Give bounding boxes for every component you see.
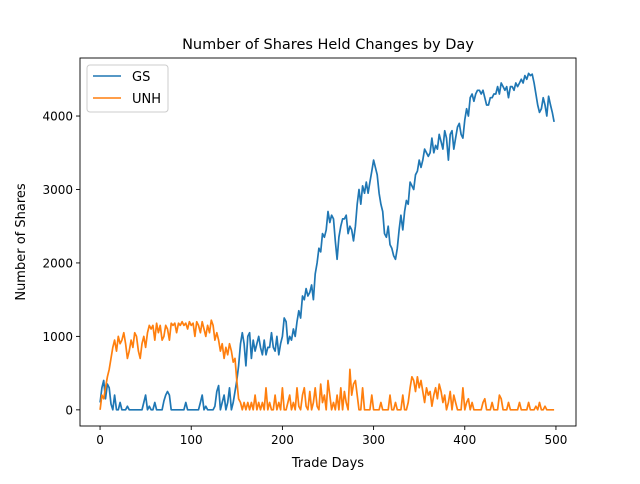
y-tick-label: 0 <box>65 403 73 417</box>
series-line-unh <box>99 319 555 411</box>
x-tick-label: 0 <box>96 433 104 447</box>
y-tick-label: 2000 <box>42 256 73 270</box>
legend-label-unh: UNH <box>132 92 161 107</box>
x-tick-label: 500 <box>544 433 567 447</box>
legend: GS UNH <box>86 64 169 113</box>
x-axis: 0 100 200 300 400 500 <box>96 426 567 447</box>
x-axis-label: Trade Days <box>291 456 364 471</box>
legend-label-gs: GS <box>132 70 150 85</box>
series-line-gs <box>99 72 555 411</box>
y-axis: 0 1000 2000 3000 4000 <box>42 110 80 417</box>
x-tick-label: 100 <box>180 433 203 447</box>
y-tick-label: 4000 <box>42 110 73 124</box>
y-tick-label: 1000 <box>42 330 73 344</box>
x-tick-label: 400 <box>453 433 476 447</box>
y-axis-label: Number of Shares <box>14 183 29 301</box>
axes-frame <box>79 57 577 427</box>
y-tick-label: 3000 <box>42 183 73 197</box>
chart-title: Number of Shares Held Changes by Day <box>182 37 474 53</box>
plot-area <box>99 72 555 411</box>
x-tick-label: 300 <box>362 433 385 447</box>
x-tick-label: 200 <box>271 433 294 447</box>
